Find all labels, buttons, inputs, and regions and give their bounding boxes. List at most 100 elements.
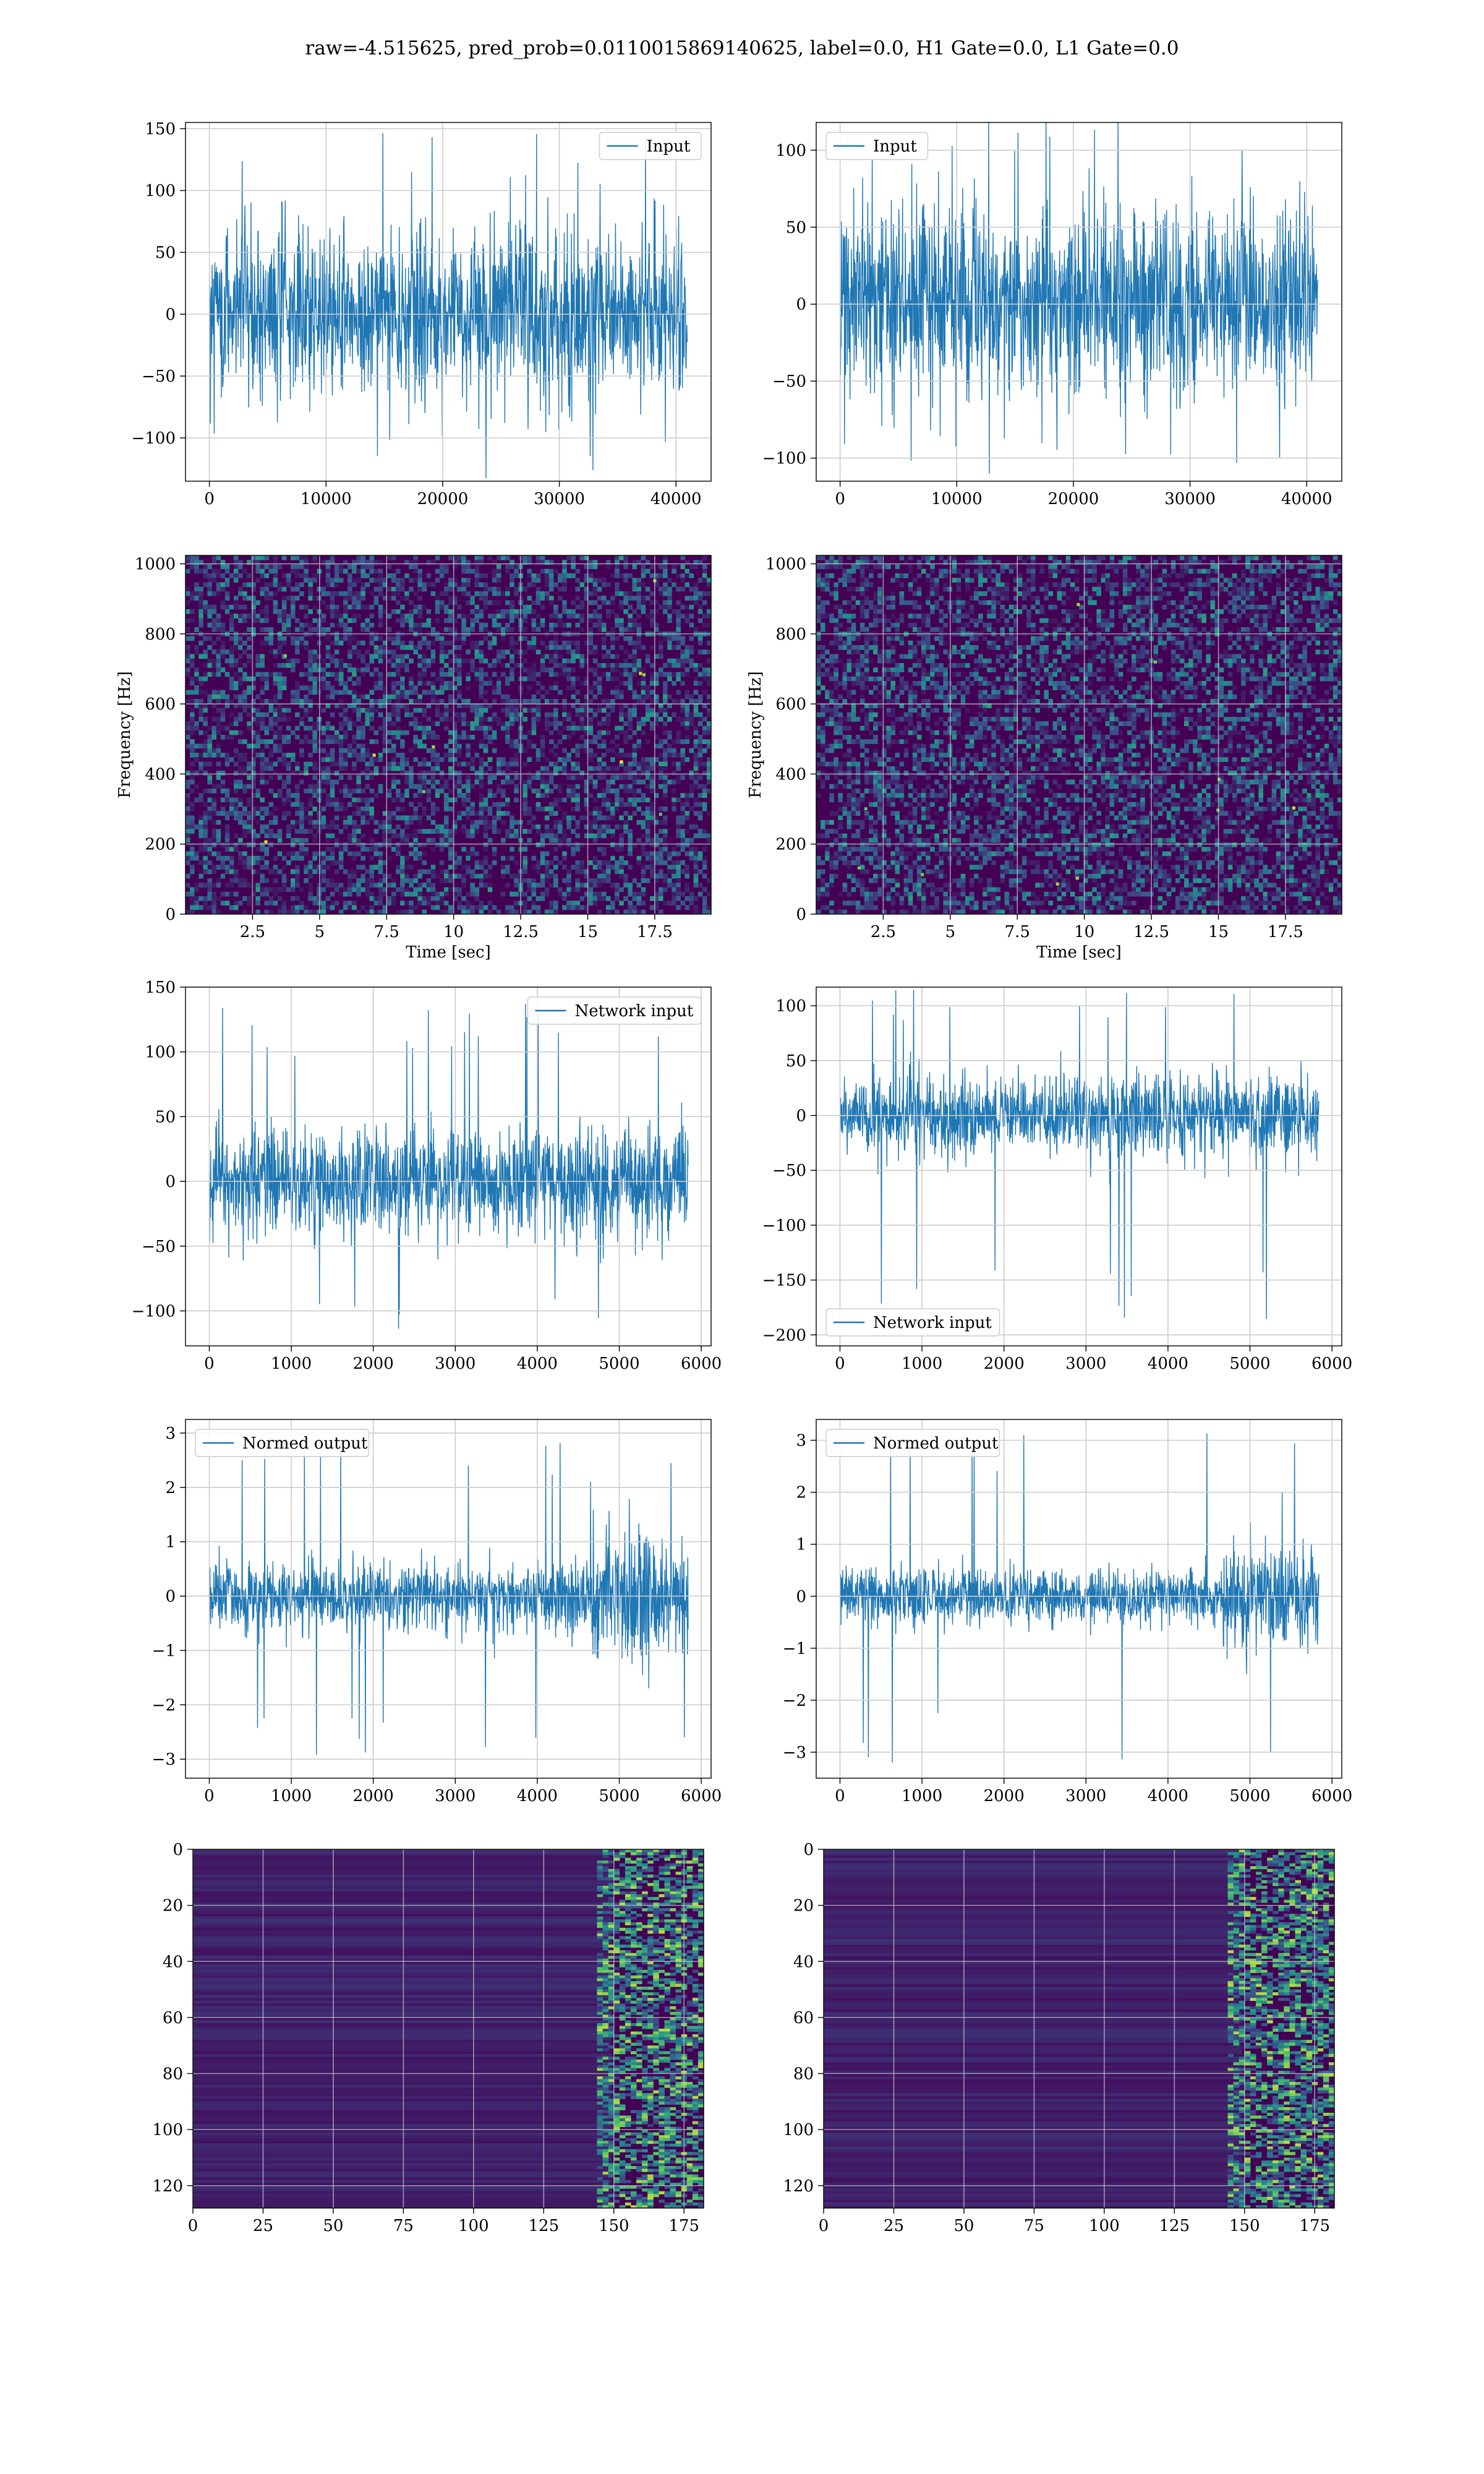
legend: Input (825, 132, 929, 160)
x-tick-label: 40000 (650, 490, 702, 508)
y-tick-label: 600 (145, 695, 176, 714)
grid-lines (186, 987, 711, 1346)
x-tick-label: 20000 (417, 490, 469, 508)
y-tick-label: 0 (796, 296, 806, 314)
grid-lines (816, 987, 1342, 1346)
y-tick-label: −50 (142, 1238, 176, 1256)
x-tick-label: 75 (1024, 2217, 1044, 2235)
panel-4-1: 0 25 50 75 100 125 150 175 0 20 40 60 80 100 120 (783, 1841, 1335, 2235)
x-tick-label: 15 (1208, 923, 1229, 941)
y-tick-label: 3 (165, 1424, 176, 1443)
x-tick-label: 0 (835, 1787, 845, 1805)
x-tick-label: 3000 (1065, 1787, 1106, 1805)
y-tick-label: 100 (152, 2121, 183, 2139)
y-tick-label: 800 (775, 625, 806, 644)
x-tick-label: 0 (835, 490, 845, 508)
y-tick-label: −1 (152, 1641, 176, 1660)
x-tick-label: 15 (578, 923, 598, 941)
x-tick-label: 3000 (435, 1787, 475, 1805)
panel-0-0: 0 10000 20000 30000 40000 −100 −50 0 50 100 150 Inp… (132, 120, 712, 508)
y-tick-label: 1 (165, 1533, 176, 1552)
y-tick-label: 0 (173, 1841, 183, 1859)
panel-2-1: 0 1000 2000 3000 4000 5000 6000−200−150−100−50… (762, 987, 1352, 1373)
x-axis-label: Time [sec] (406, 943, 491, 962)
x-tick-label: 100 (458, 2217, 489, 2235)
y-tick-label: 100 (145, 1043, 176, 1062)
y-axis-label: Frequency [Hz] (116, 671, 134, 798)
x-tick-label: 0 (204, 1355, 215, 1373)
y-tick-label: 50 (155, 1108, 176, 1126)
x-axis-label: Time [sec] (1036, 943, 1122, 962)
axes-frame (185, 555, 712, 915)
x-tick-label: 2000 (353, 1787, 394, 1805)
series-line (839, 122, 1319, 474)
x-tick-label: 1000 (271, 1355, 312, 1373)
x-tick-label: 10 (1074, 923, 1094, 941)
x-tick-label: 20000 (1048, 490, 1099, 508)
x-tick-label: 25 (884, 2217, 904, 2235)
x-tick-label: 5 (315, 923, 325, 941)
x-tick-label: 4000 (1148, 1787, 1188, 1805)
x-tick-label: 150 (1229, 2217, 1260, 2235)
series-line (839, 990, 1320, 1319)
y-tick-label: −1 (783, 1640, 806, 1658)
y-tick-label: 100 (775, 997, 806, 1016)
x-tick-label: 10000 (301, 490, 352, 508)
legend-label: Normed output (873, 1434, 999, 1453)
y-tick-label: 0 (165, 1588, 176, 1606)
y-tick-label: 800 (145, 625, 176, 644)
y-tick-label: 3 (796, 1432, 806, 1450)
panel-4-0: 0 25 50 75 100 125 150 175 0 20 40 60 80 100 120 (152, 1841, 704, 2235)
x-tick-label: 1000 (902, 1787, 942, 1805)
x-tick-label: 12.5 (1133, 923, 1169, 941)
x-tick-label: 2000 (984, 1787, 1025, 1805)
y-tick-label: 400 (145, 765, 176, 784)
y-tick-label: −3 (152, 1750, 176, 1769)
y-tick-label: 80 (163, 2065, 183, 2084)
x-tick-label: 7.5 (374, 923, 399, 941)
y-tick-label: 120 (783, 2177, 814, 2196)
x-tick-label: 17.5 (1268, 923, 1303, 941)
y-axis-label: Frequency [Hz] (746, 671, 765, 798)
heatmap-cells (186, 555, 711, 914)
grid-lines (186, 122, 711, 481)
x-tick-label: 0 (204, 1787, 215, 1805)
x-tick-label: 100 (1089, 2217, 1120, 2235)
legend: Network input (527, 996, 702, 1025)
x-tick-label: 6000 (681, 1355, 722, 1373)
panel-1-1: 2.5 5 7.5 10 12.5 15 17.5 0 200 400 600 800 1000 Time… (746, 555, 1342, 962)
x-tick-label: 0 (204, 490, 215, 508)
y-tick-label: 80 (793, 2065, 814, 2084)
axes-frame (185, 122, 712, 482)
x-tick-label: 4000 (517, 1355, 558, 1373)
legend-label: Network input (575, 1002, 694, 1021)
x-tick-label: 50 (323, 2217, 343, 2235)
x-tick-label: 125 (528, 2217, 559, 2235)
axes-frame (816, 1419, 1342, 1779)
legend: Normed output (195, 1429, 370, 1457)
axes-frame (823, 1849, 1335, 2209)
y-tick-label: 20 (163, 1897, 183, 1915)
x-tick-label: 5 (945, 923, 956, 941)
y-tick-label: 120 (152, 2177, 183, 2196)
legend-label: Normed output (242, 1434, 368, 1453)
panel-3-1: 0 1000 2000 3000 4000 5000 6000 −3 −2 −1 0 1 2 3 Norme… (783, 1419, 1352, 1805)
y-tick-label: 200 (775, 836, 806, 854)
y-tick-label: 0 (796, 1588, 806, 1606)
y-tick-label: 100 (783, 2121, 814, 2139)
legend: Network input (825, 1308, 1000, 1337)
y-tick-label: 0 (165, 1173, 176, 1191)
series-line (208, 1442, 689, 1755)
x-tick-label: 10000 (931, 490, 983, 508)
x-tick-label: 125 (1159, 2217, 1190, 2235)
y-tick-label: 0 (165, 306, 176, 324)
heatmap-cells (193, 1849, 704, 2208)
y-tick-label: 0 (165, 905, 176, 924)
y-tick-label: −100 (132, 429, 176, 448)
y-tick-label: 60 (793, 2009, 814, 2027)
y-tick-label: −50 (772, 372, 806, 391)
x-tick-label: 6000 (681, 1787, 722, 1805)
y-tick-label: 50 (786, 1052, 806, 1071)
y-tick-label: −100 (762, 1217, 806, 1235)
